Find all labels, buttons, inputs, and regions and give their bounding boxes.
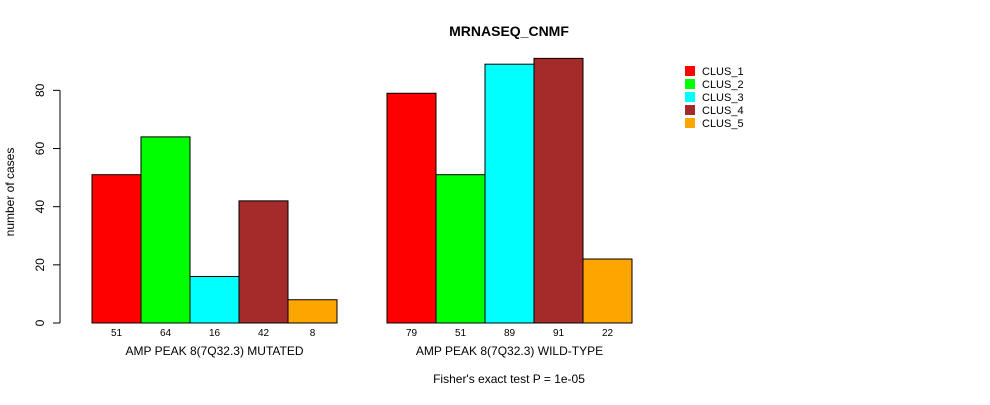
bar-clus-1 [386, 92, 437, 324]
legend-label: CLUS_4 [702, 105, 744, 117]
bar-value-label: 79 [406, 328, 418, 339]
legend-swatch [685, 66, 695, 76]
y-tick-label: 0 [33, 319, 47, 326]
bar-clus-2 [435, 174, 486, 324]
bar-clus-5 [287, 299, 338, 324]
bar-value-label: 22 [602, 328, 614, 339]
y-tick-label: 60 [33, 142, 47, 156]
y-axis-label: number of cases [3, 148, 17, 237]
bar-value-label: 42 [258, 328, 270, 339]
bar-value-label: 64 [160, 328, 172, 339]
legend-label: CLUS_3 [702, 92, 744, 104]
x-group-label: AMP PEAK 8(7Q32.3) MUTATED [125, 344, 303, 358]
bar-value-label: 8 [310, 328, 316, 339]
bar-clus-3 [189, 275, 240, 324]
bar-clus-2 [140, 136, 191, 324]
legend-label: CLUS_1 [702, 66, 744, 78]
fisher-test-footnote: Fisher's exact test P = 1e-05 [433, 372, 585, 386]
y-tick-label: 80 [33, 83, 47, 97]
bar-value-label: 16 [209, 328, 221, 339]
bar-clus-4 [533, 57, 584, 324]
bars-layer: 51 64 16 42 8 AMP PEAK 8(7Q32.3) MUTATED 79 51 8… [91, 57, 633, 358]
chart-title: MRNASEQ_CNMF [449, 23, 569, 39]
legend-swatch [685, 92, 695, 102]
bar-value-label: 51 [455, 328, 467, 339]
y-tick-label: 20 [33, 258, 47, 272]
y-tick-label: 40 [33, 200, 47, 214]
bar-clus-1 [91, 174, 142, 324]
x-group-label: AMP PEAK 8(7Q32.3) WILD-TYPE [416, 344, 603, 358]
bar-clus-5 [582, 258, 633, 324]
bar-clus-4 [238, 200, 289, 324]
legend-swatch [685, 105, 695, 115]
legend-swatch [685, 118, 695, 128]
bar-value-label: 51 [111, 328, 123, 339]
bar-clus-3 [484, 63, 535, 324]
legend-swatch [685, 79, 695, 89]
y-axis: 0 20 40 60 80 [33, 83, 61, 326]
legend-label: CLUS_2 [702, 79, 744, 91]
bar-value-label: 89 [504, 328, 516, 339]
legend-label: CLUS_5 [702, 118, 744, 130]
bar-value-label: 91 [553, 328, 565, 339]
